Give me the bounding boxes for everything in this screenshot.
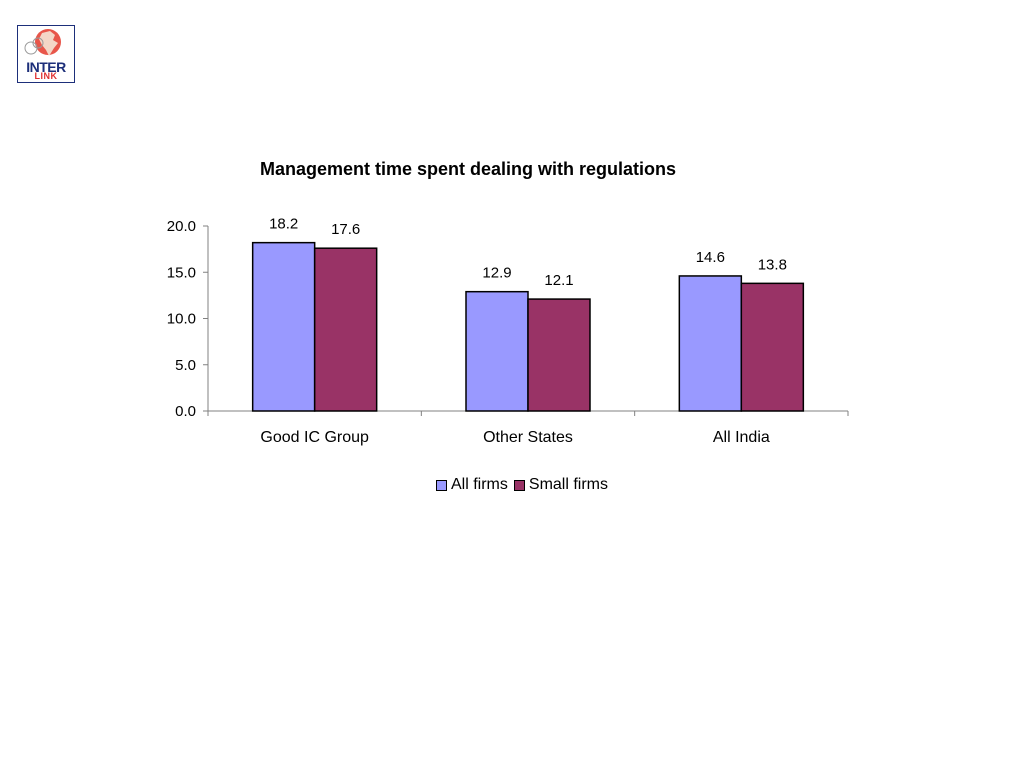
legend-swatch-all-firms <box>436 479 447 491</box>
bar-small-firms <box>740 282 805 412</box>
legend-item-all-firms: All firms <box>436 476 508 494</box>
chart-legend: All firms Small firms <box>436 476 614 494</box>
y-tick-label: 15.0 <box>167 264 196 281</box>
data-label: 14.6 <box>696 249 725 266</box>
category-label: Good IC Group <box>260 429 369 446</box>
category-label: All India <box>713 429 770 446</box>
y-tick-label: 5.0 <box>175 357 196 374</box>
bar-small-firms <box>527 298 591 412</box>
data-label: 13.8 <box>758 256 787 273</box>
bar-all-firms <box>678 275 743 412</box>
legend-swatch-small-firms <box>513 479 525 491</box>
y-tick-label: 20.0 <box>167 218 196 235</box>
bar-small-firms <box>313 247 378 412</box>
data-label: 12.9 <box>482 265 511 282</box>
logo-brand-subtext: LINK <box>34 71 58 81</box>
data-label: 12.1 <box>544 272 573 289</box>
interlink-logo: INTER LINK <box>17 25 75 83</box>
logo-brand-text: INTER <box>26 59 66 75</box>
bar-all-firms <box>465 290 529 412</box>
data-label: 17.6 <box>331 221 360 238</box>
y-tick-label: 10.0 <box>167 311 196 328</box>
legend-label-all-firms: All firms <box>451 476 508 493</box>
data-label: 18.2 <box>269 216 298 233</box>
category-label: Other States <box>483 429 573 446</box>
legend-label-small-firms: Small firms <box>528 476 608 493</box>
bar-all-firms <box>251 241 316 412</box>
india-map-globe-icon <box>24 29 61 56</box>
legend-item-small-firms: Small firms <box>513 476 608 494</box>
chart-title: Management time spent dealing with regul… <box>259 159 677 179</box>
y-tick-label: 0.0 <box>175 403 196 420</box>
